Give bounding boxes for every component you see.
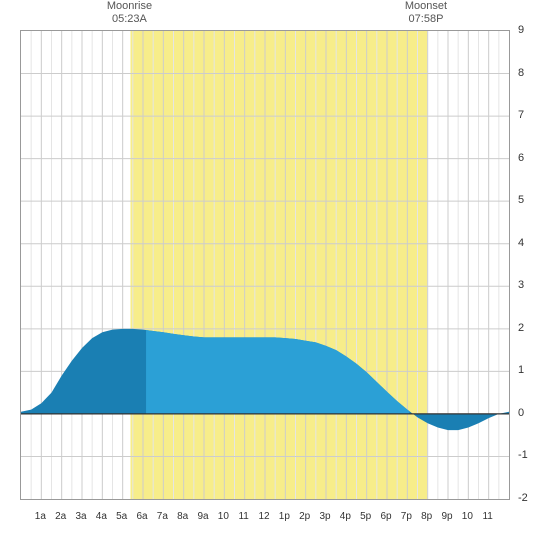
- x-tick-label: 6a: [136, 511, 147, 522]
- x-tick-label: 7a: [157, 511, 168, 522]
- y-tick-label: 2: [518, 322, 524, 334]
- x-tick-label: 5a: [116, 511, 127, 522]
- y-tick-label: 4: [518, 237, 524, 249]
- plot-svg: [21, 31, 509, 499]
- moonrise-time: 05:23A: [107, 13, 152, 26]
- moonset-time: 07:58P: [405, 13, 447, 26]
- y-tick-label: -1: [518, 449, 528, 461]
- moonrise-text: Moonrise: [107, 0, 152, 13]
- x-tick-label: 5p: [360, 511, 371, 522]
- y-tick-label: 7: [518, 109, 524, 121]
- x-tick-label: 8a: [177, 511, 188, 522]
- x-tick-label: 11: [482, 511, 492, 522]
- x-tick-label: 4p: [340, 511, 351, 522]
- plot-area: [20, 30, 510, 500]
- x-tick-label: 1a: [35, 511, 46, 522]
- x-tick-label: 11: [238, 511, 248, 522]
- x-tick-label: 10: [218, 511, 229, 522]
- x-tick-label: 3a: [75, 511, 86, 522]
- y-tick-label: 6: [518, 152, 524, 164]
- x-tick-label: 9a: [197, 511, 208, 522]
- y-tick-label: -2: [518, 492, 528, 504]
- x-tick-label: 10: [462, 511, 473, 522]
- x-tick-label: 9p: [441, 511, 452, 522]
- x-tick-label: 4a: [96, 511, 107, 522]
- y-tick-label: 9: [518, 24, 524, 36]
- moonset-text: Moonset: [405, 0, 447, 13]
- tide-chart: Moonrise 05:23A Moonset 07:58P 1a 2a 3a 4a 5…: [0, 0, 550, 550]
- x-tick-label: 3p: [319, 511, 330, 522]
- y-axis-labels: -2-10123456789: [512, 30, 542, 500]
- y-tick-label: 8: [518, 67, 524, 79]
- x-axis-labels: 1a 2a 3a 4a 5a 6a 7a 8a 9a 10 11 12 1p 2p 3p 4p 5p 6p 7p 8p…: [20, 505, 510, 525]
- top-labels: Moonrise 05:23A Moonset 07:58P: [0, 0, 550, 30]
- y-tick-label: 5: [518, 194, 524, 206]
- x-tick-label: 12: [258, 511, 269, 522]
- moonrise-label: Moonrise 05:23A: [107, 0, 152, 26]
- x-tick-label: 1p: [279, 511, 290, 522]
- x-tick-label: 2a: [55, 511, 66, 522]
- y-tick-label: 0: [518, 407, 524, 419]
- x-tick-label: 2p: [299, 511, 310, 522]
- x-tick-label: 8p: [421, 511, 432, 522]
- moonset-label: Moonset 07:58P: [405, 0, 447, 26]
- x-tick-label: 7p: [401, 511, 412, 522]
- y-tick-label: 3: [518, 279, 524, 291]
- y-tick-label: 1: [518, 364, 524, 376]
- x-tick-label: 6p: [380, 511, 391, 522]
